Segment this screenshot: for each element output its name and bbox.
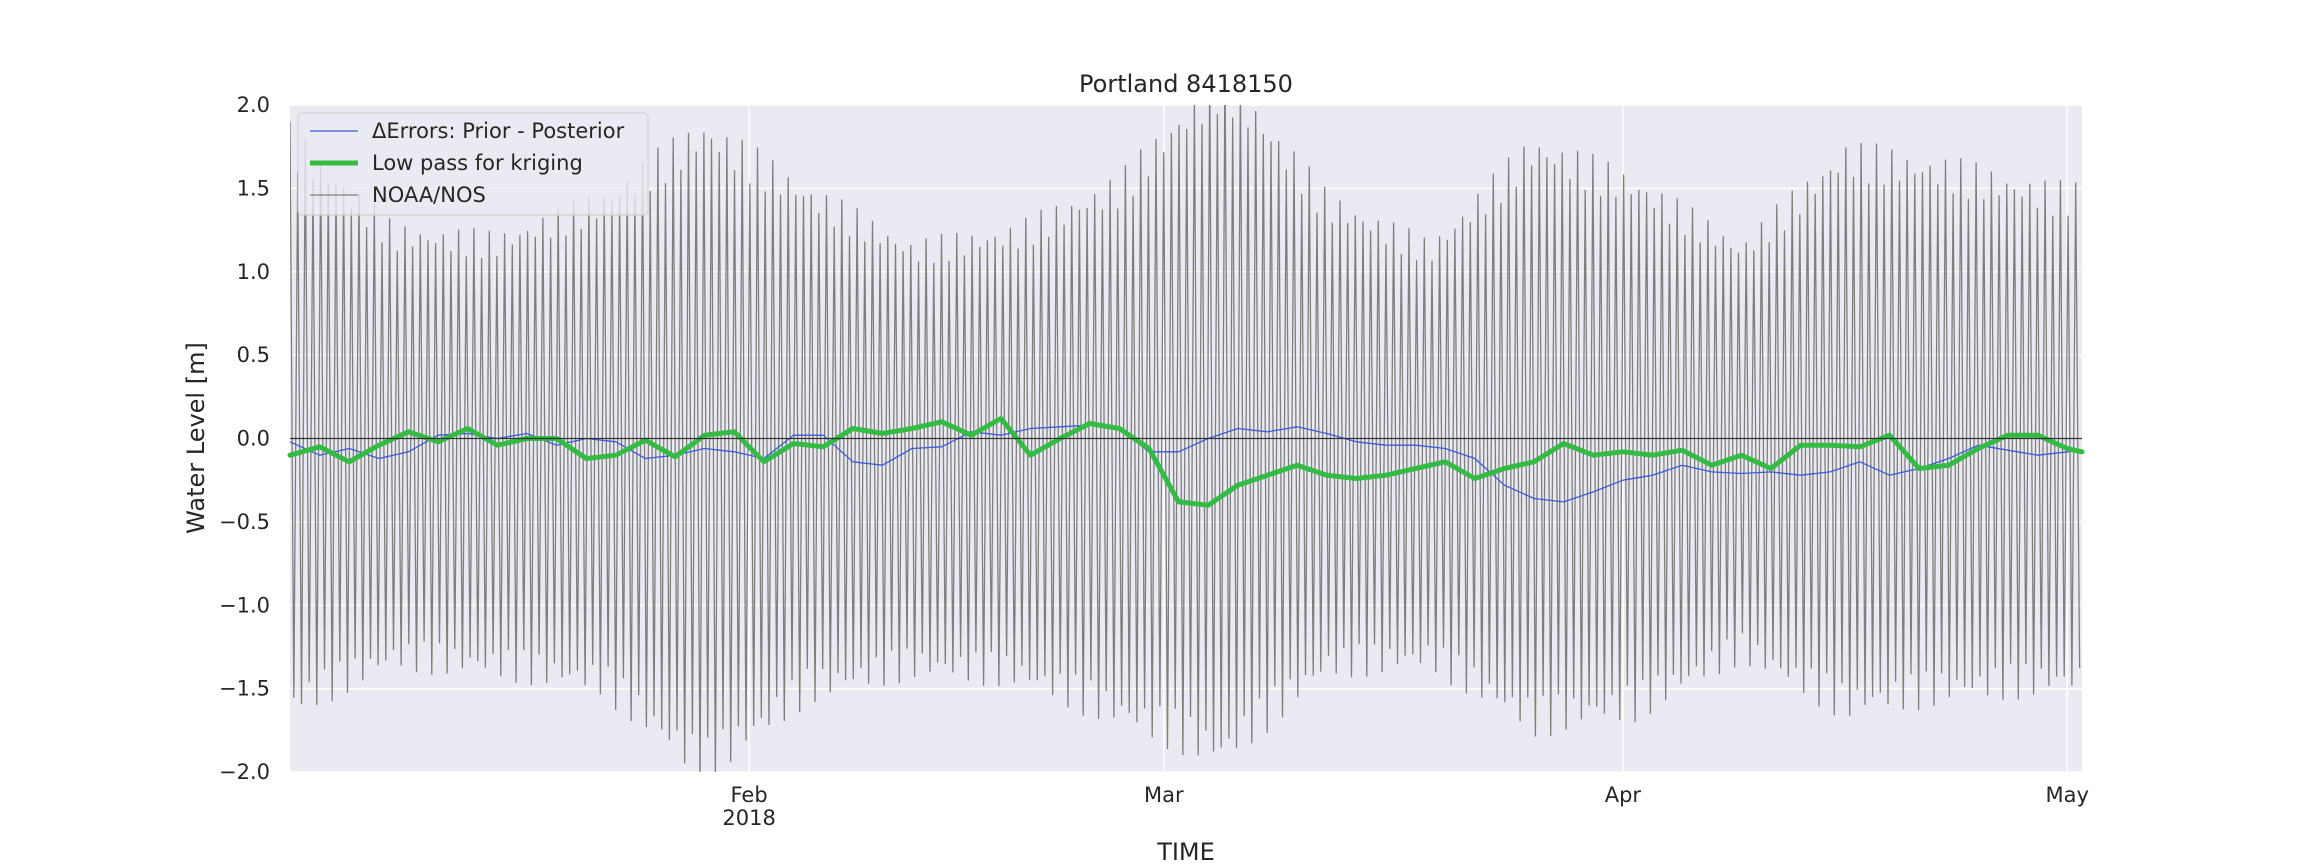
x-tick-label: May: [2045, 783, 2088, 807]
y-tick-label: −2.0: [219, 760, 270, 784]
y-tick-label: 2.0: [237, 93, 270, 117]
y-axis-ticks: 2.0 1.5 1.0 0.5 0.0 −0.5 −1.0 −1.5 −2.0: [219, 93, 270, 784]
y-tick-label: −0.5: [219, 510, 270, 534]
x-tick-sublabel: 2018: [722, 806, 775, 830]
y-tick-label: 0.0: [237, 427, 270, 451]
y-tick-label: 0.5: [237, 343, 270, 367]
legend-label-low-pass: Low pass for kriging: [372, 151, 583, 175]
legend: ΔErrors: Prior - Posterior Low pass for …: [297, 112, 649, 216]
noaa-nos-line: [290, 105, 2081, 772]
x-tick-label: Apr: [1605, 783, 1642, 807]
y-tick-label: −1.5: [219, 677, 270, 701]
chart-title: Portland 8418150: [1079, 70, 1293, 98]
series-low-pass: [287, 416, 2085, 508]
x-axis-label: TIME: [1156, 838, 1215, 864]
y-tick-label: −1.0: [219, 593, 270, 617]
low-pass-line: [287, 416, 2085, 508]
legend-label-noaa-nos: NOAA/NOS: [372, 183, 486, 207]
y-tick-label: 1.5: [237, 176, 270, 200]
x-tick-label: Mar: [1144, 783, 1184, 807]
x-tick-label: Feb: [731, 783, 768, 807]
legend-box: [297, 112, 649, 216]
y-tick-label: 1.0: [237, 260, 270, 284]
y-axis-label: Water Level [m]: [182, 342, 210, 534]
series-noaa-nos: [290, 105, 2081, 772]
legend-label-delta-errors: ΔErrors: Prior - Posterior: [372, 119, 625, 143]
